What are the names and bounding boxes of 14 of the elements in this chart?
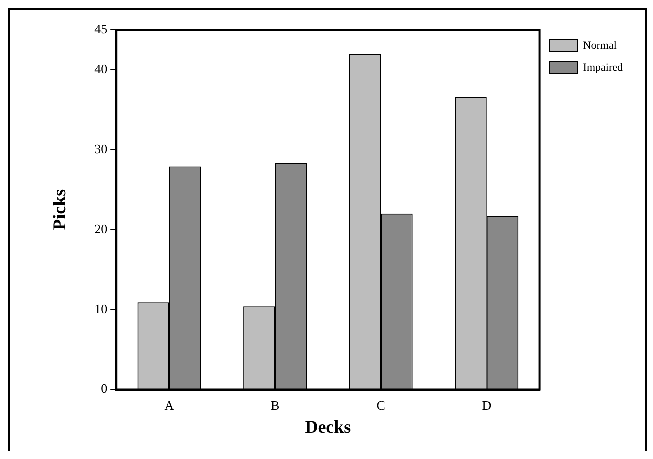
y-tick-label: 20 xyxy=(94,221,108,236)
y-tick-label: 40 xyxy=(94,61,108,76)
y-tick-label: 30 xyxy=(94,141,108,156)
y-tick-label: 45 xyxy=(94,21,108,36)
legend-label: Impaired xyxy=(583,62,624,74)
x-tick-label: C xyxy=(376,398,386,414)
x-tick-label: A xyxy=(164,398,175,414)
x-tick-label: D xyxy=(482,398,492,414)
x-tick-label: B xyxy=(270,398,280,414)
y-tick-label: 0 xyxy=(101,381,108,396)
x-axis-title: Decks xyxy=(305,416,352,437)
y-tick-label: 10 xyxy=(94,301,108,316)
y-axis-title: Picks xyxy=(49,189,70,230)
legend-label: Normal xyxy=(583,40,617,52)
